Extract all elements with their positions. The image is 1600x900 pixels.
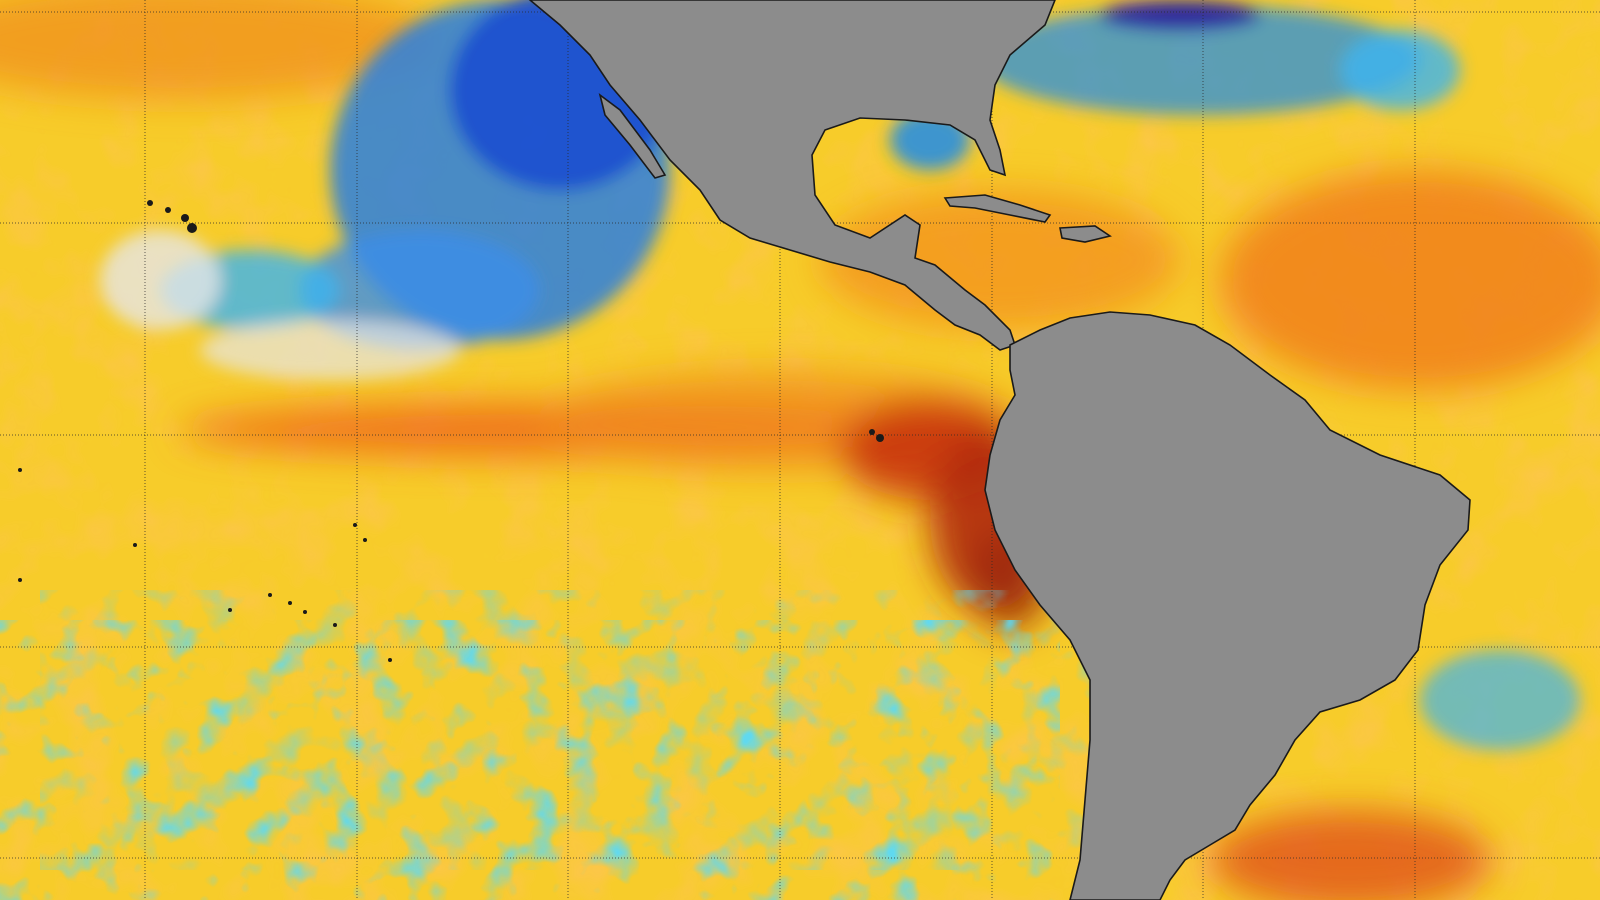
island [303, 610, 307, 614]
island [181, 214, 189, 222]
island [876, 434, 884, 442]
hispaniola [1059, 225, 1112, 243]
cool-areas [100, 0, 1580, 750]
island [869, 429, 875, 435]
islands [18, 200, 884, 662]
north-america [528, 0, 1056, 351]
island [187, 223, 197, 233]
island [18, 468, 22, 472]
south-america [984, 311, 1471, 900]
island [147, 200, 153, 206]
island [228, 608, 232, 612]
island [165, 207, 171, 213]
cuba [943, 194, 1052, 223]
island [268, 593, 272, 597]
island [363, 538, 367, 542]
southern-cool-patches-2 [40, 590, 1100, 870]
land [528, 0, 1471, 900]
island [333, 623, 337, 627]
island [353, 523, 357, 527]
baja-california [598, 93, 667, 179]
island [18, 578, 22, 582]
island [288, 601, 292, 605]
island [388, 658, 392, 662]
island [133, 543, 137, 547]
